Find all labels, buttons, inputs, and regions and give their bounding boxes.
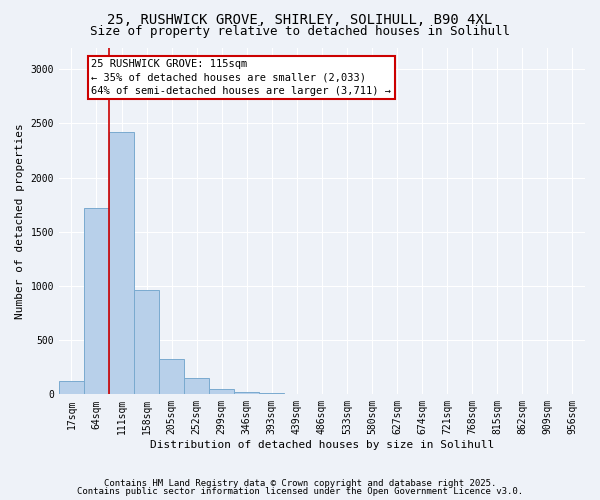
- Text: Size of property relative to detached houses in Solihull: Size of property relative to detached ho…: [90, 25, 510, 38]
- Bar: [234, 392, 259, 394]
- Bar: [109, 132, 134, 394]
- Bar: [159, 358, 184, 394]
- Text: 25, RUSHWICK GROVE, SHIRLEY, SOLIHULL, B90 4XL: 25, RUSHWICK GROVE, SHIRLEY, SOLIHULL, B…: [107, 12, 493, 26]
- Bar: [84, 208, 109, 394]
- Bar: [59, 382, 84, 394]
- Bar: [184, 378, 209, 394]
- Bar: [209, 389, 234, 394]
- Text: Contains public sector information licensed under the Open Government Licence v3: Contains public sector information licen…: [77, 487, 523, 496]
- Text: Contains HM Land Registry data © Crown copyright and database right 2025.: Contains HM Land Registry data © Crown c…: [104, 478, 496, 488]
- X-axis label: Distribution of detached houses by size in Solihull: Distribution of detached houses by size …: [150, 440, 494, 450]
- Bar: [134, 290, 159, 395]
- Y-axis label: Number of detached properties: Number of detached properties: [15, 123, 25, 319]
- Text: 25 RUSHWICK GROVE: 115sqm
← 35% of detached houses are smaller (2,033)
64% of se: 25 RUSHWICK GROVE: 115sqm ← 35% of detac…: [91, 60, 391, 96]
